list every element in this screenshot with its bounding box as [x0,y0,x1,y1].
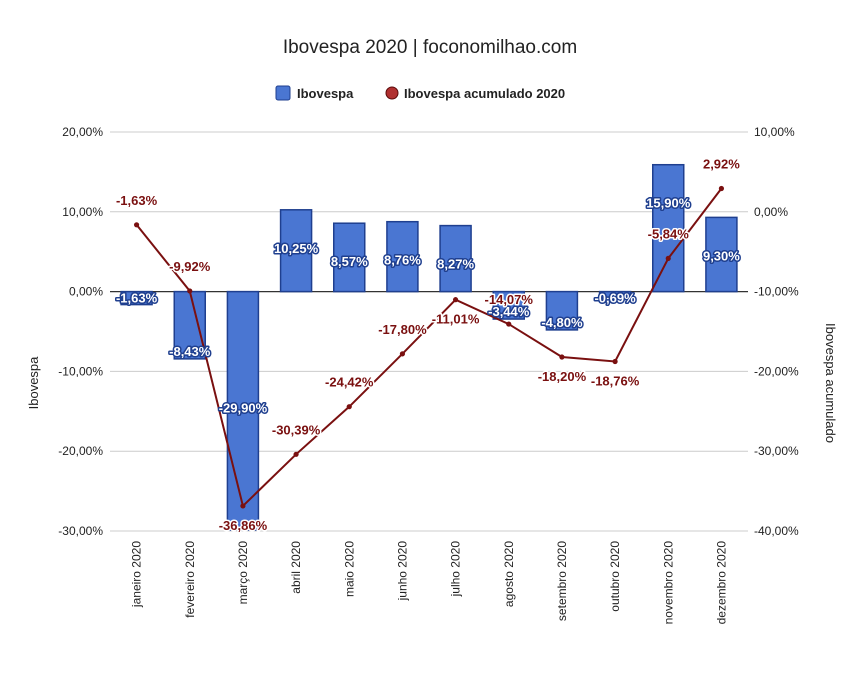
bar-series [120,163,738,531]
x-tick-label: junho 2020 [395,541,409,602]
accumulated-point [506,321,512,327]
line-data-label: -17,80% [378,322,427,337]
x-tick-label: outubro 2020 [608,541,622,612]
y-tick-label-left: 10,00% [62,205,103,219]
bar [226,290,260,531]
accumulated-point [133,222,140,228]
legend: Ibovespa Ibovespa acumulado 2020 [275,85,565,101]
bar-data-labels: -1,63% -8,43% -29,90% 10,25% 8,57% 8,76% 8,27%… [114,194,741,417]
y-axis-left-label: Ibovespa [26,356,41,410]
bar-data-label: 10,25% [274,241,319,256]
y-axis-right-label: Ibovespa acumulado [823,323,838,443]
bar [652,163,685,293]
bar-data-label: 8,57% [331,254,368,269]
y-axis-left-ticks: 20,00% 10,00% 0,00% -10,00% -20,00% -30,00% [58,125,103,538]
bar-data-label: -0,69% [594,291,636,306]
bar-data-label: -29,90% [219,401,268,416]
bar [545,290,579,331]
bar [386,220,419,293]
accumulated-point [399,351,406,357]
legend-label-acumulado: Ibovespa acumulado 2020 [404,86,565,101]
chart-title: Ibovespa 2020 | foconomilhao.com [283,37,577,58]
legend-swatch-bar [275,85,291,101]
accumulated-point [187,288,193,294]
gridlines [110,131,748,532]
x-tick-label: março 2020 [236,541,250,605]
y-tick-label-right: -10,00% [754,285,799,299]
x-tick-label: janeiro 2020 [130,541,144,608]
y-tick-label-left: -20,00% [58,444,103,458]
accumulated-point [559,354,565,360]
accumulated-point [293,451,299,457]
line-data-label: 2,92% [703,156,740,171]
line-data-label: -18,20% [538,369,587,384]
accumulated-point [240,503,246,509]
y-tick-label-right: -40,00% [754,524,799,538]
bar [598,290,632,298]
accumulated-point [346,404,352,410]
bar [333,222,366,293]
x-tick-label: setembro 2020 [555,541,569,621]
x-tick-label: dezembro 2020 [714,541,728,625]
line-data-label: -24,42% [325,375,374,390]
x-tick-label: fevereiro 2020 [183,541,197,618]
y-tick-label-left: -10,00% [58,364,103,378]
y-tick-label-right: 10,00% [754,125,795,139]
x-tick-label: maio 2020 [342,541,356,597]
legend-label-ibovespa: Ibovespa [297,86,354,101]
bar-data-label: 15,90% [646,196,691,211]
y-tick-label-right: 0,00% [754,205,788,219]
bar-data-label: 8,27% [437,257,474,272]
x-tick-label: novembro 2020 [661,541,675,625]
accumulated-line [135,187,723,508]
x-axis-ticks: janeiro 2020 fevereiro 2020 março 2020 abri… [130,541,729,625]
line-data-label: -1,63% [116,193,158,208]
bar [492,290,525,320]
line-data-label: -30,39% [272,422,321,437]
accumulated-point [612,358,618,365]
bar-data-label: -3,44% [488,304,530,319]
bar-data-label: -8,43% [169,344,211,359]
line-data-label: -9,92% [169,259,211,274]
x-tick-label: agosto 2020 [502,541,516,607]
bar [705,216,738,293]
bar [279,209,313,293]
y-tick-label-right: -30,00% [754,444,799,458]
line-series [133,185,725,509]
y-tick-label-left: -30,00% [58,524,103,538]
accumulated-point [452,297,459,303]
accumulated-point [718,185,725,192]
y-tick-label-left: 20,00% [62,125,103,139]
bar-data-label: -4,80% [541,315,583,330]
bar-data-label: -1,63% [116,291,158,306]
line-data-labels: -1,63% -9,92% -36,86% -30,39% -24,42% -17,80%… [114,155,741,534]
x-tick-label: julho 2020 [449,541,463,598]
line-data-label: -11,01% [432,312,480,327]
line-data-label: -14,07% [485,292,534,307]
line-data-label: -18,76% [591,374,640,389]
y-axis-right-ticks: 10,00% 0,00% -10,00% -20,00% -30,00% -40,00% [754,125,799,538]
line-data-label: -36,86% [219,518,268,533]
bar [120,290,153,306]
bar-data-label: 8,76% [384,253,421,268]
line-data-label: -5,84% [648,226,690,241]
accumulated-point [665,255,671,262]
bar [439,224,472,293]
bar-data-label: 9,30% [703,248,740,263]
x-tick-label: abril 2020 [289,541,303,594]
y-tick-label-right: -20,00% [754,364,799,378]
y-tick-label-left: 0,00% [69,285,103,299]
legend-swatch-line [385,86,399,100]
